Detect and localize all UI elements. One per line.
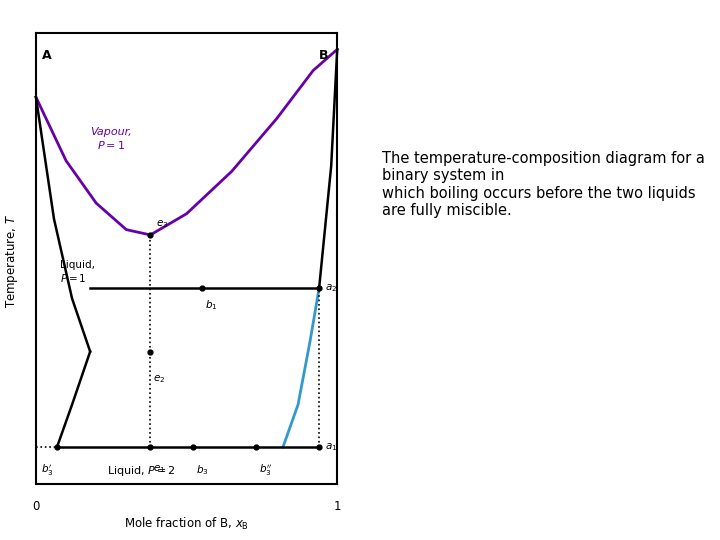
Text: Vapour,
$P = 1$: Vapour, $P = 1$	[91, 127, 132, 152]
Text: $e_2$: $e_2$	[153, 373, 166, 384]
Text: Temperature, $T$: Temperature, $T$	[4, 214, 20, 308]
Text: Mole fraction of B, $x_\mathrm{B}$: Mole fraction of B, $x_\mathrm{B}$	[124, 516, 249, 532]
Text: $e_3$: $e_3$	[156, 218, 169, 230]
Text: $b_3''$: $b_3''$	[259, 463, 272, 478]
Text: $b_3'$: $b_3'$	[41, 463, 54, 478]
Text: A: A	[42, 49, 52, 62]
Text: $b_1$: $b_1$	[204, 299, 217, 312]
Text: 1: 1	[333, 500, 341, 513]
Text: B: B	[319, 49, 328, 62]
Text: $a_1$: $a_1$	[325, 441, 338, 453]
Text: 0: 0	[32, 500, 40, 513]
Text: Liquid,
$P = 1$: Liquid, $P = 1$	[60, 260, 95, 284]
Text: $a_2$: $a_2$	[325, 282, 338, 294]
Text: Liquid, $P = 2$: Liquid, $P = 2$	[107, 464, 176, 478]
Text: $b_3$: $b_3$	[196, 463, 208, 477]
Text: $e_1$: $e_1$	[153, 463, 166, 475]
Text: The temperature-composition diagram for a binary system in
which boiling occurs : The temperature-composition diagram for …	[382, 151, 705, 218]
